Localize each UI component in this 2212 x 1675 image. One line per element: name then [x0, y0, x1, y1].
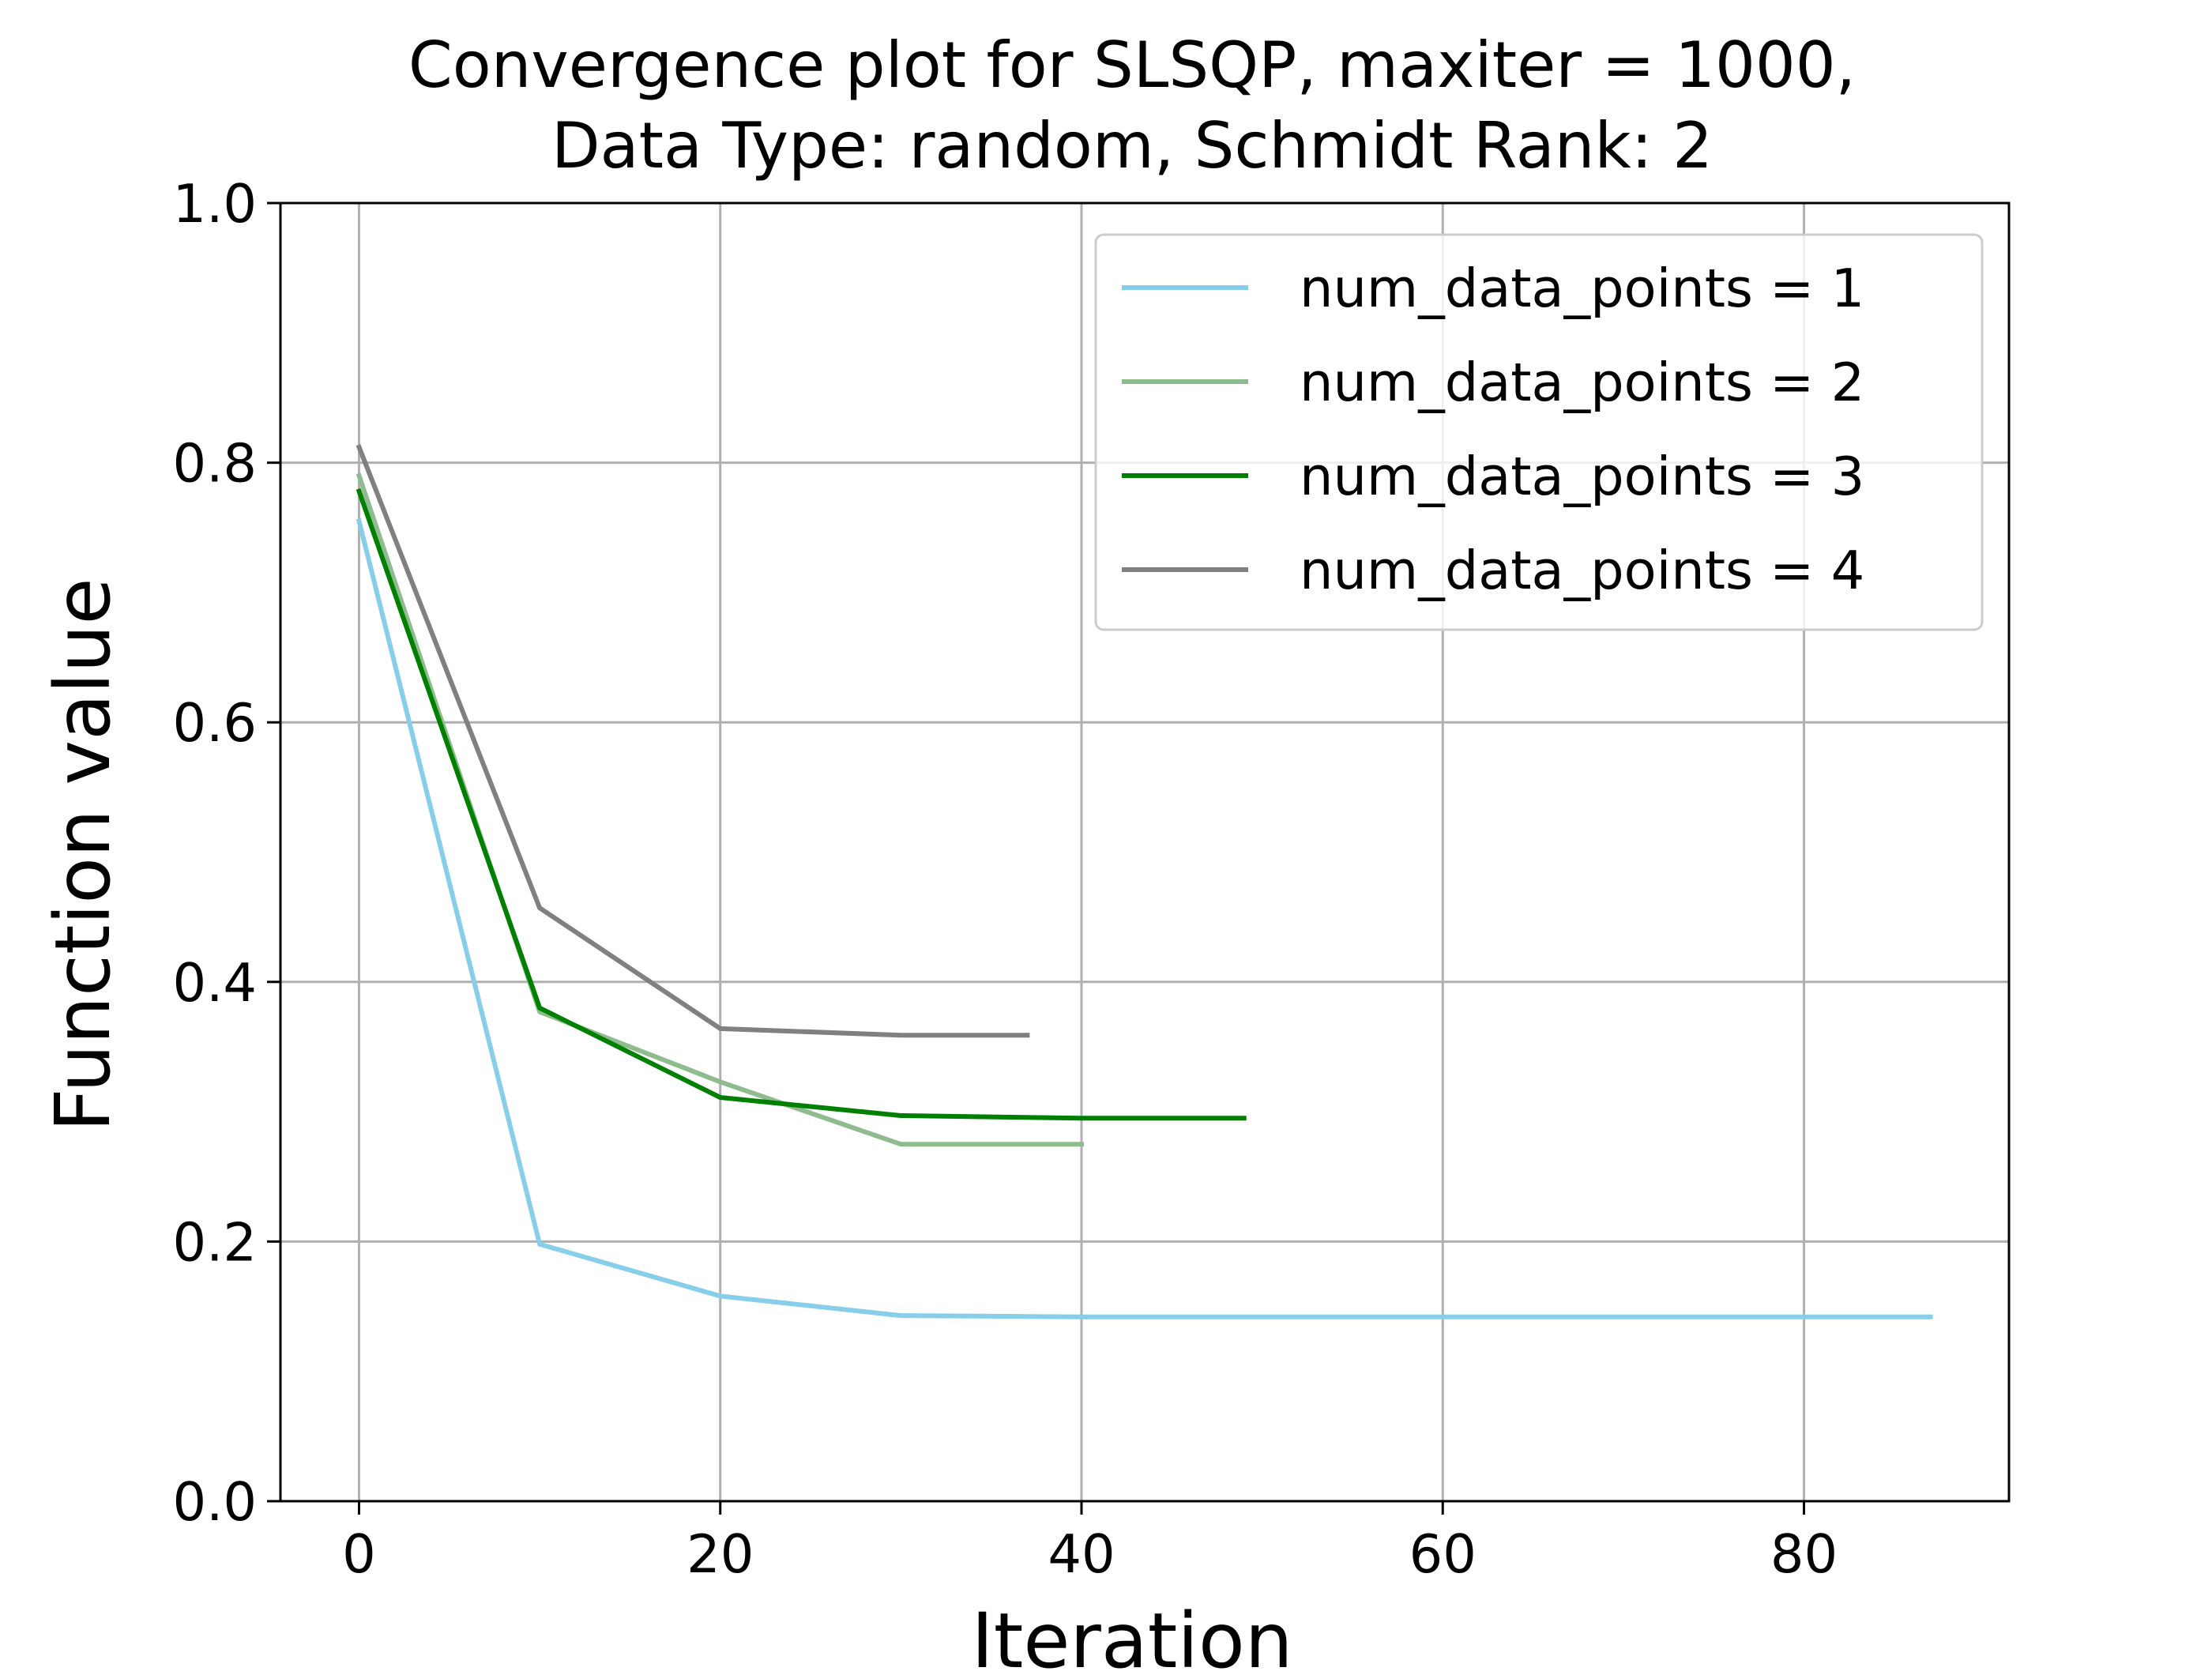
legend: num_data_points = 1 num_data_points = 2 nu… — [1094, 233, 1984, 631]
x-axis-ticks: 0 20 40 60 80 — [342, 1501, 1838, 1585]
x-tick-label: 60 — [1409, 1523, 1477, 1585]
legend-label: num_data_points = 3 — [1300, 446, 1864, 507]
x-tick-label: 0 — [342, 1523, 376, 1585]
series-line-4 — [356, 444, 1030, 1038]
y-tick-label: 0.8 — [172, 433, 257, 495]
x-tick-label: 80 — [1770, 1523, 1838, 1585]
y-axis-ticks: 0.0 0.2 0.4 0.6 0.8 1.0 — [172, 173, 280, 1533]
y-tick-label: 0.4 — [172, 952, 257, 1014]
series-line-3 — [356, 487, 1247, 1121]
series-line-1 — [356, 518, 1933, 1319]
plot-frame — [279, 201, 2011, 1503]
y-tick-label: 0.2 — [172, 1211, 257, 1273]
x-axis-label: Iteration — [971, 1597, 1292, 1675]
x-tick-label: 40 — [1048, 1523, 1115, 1585]
legend-label: num_data_points = 2 — [1300, 352, 1864, 413]
y-tick-label: 1.0 — [172, 173, 257, 235]
y-tick-label: 0.6 — [172, 692, 257, 754]
y-axis-label: Function value — [39, 578, 127, 1131]
series-layer — [356, 444, 1933, 1319]
chart-title-line1: Convergence plot for SLSQP, maxiter = 10… — [408, 28, 1856, 102]
y-tick-label: 0.0 — [172, 1471, 257, 1533]
legend-label: num_data_points = 1 — [1300, 258, 1864, 319]
x-tick-label: 20 — [687, 1523, 754, 1585]
chart-title-line2: Data Type: random, Schmidt Rank: 2 — [551, 109, 1713, 183]
legend-box — [1094, 233, 1984, 631]
legend-label: num_data_points = 4 — [1300, 540, 1864, 601]
